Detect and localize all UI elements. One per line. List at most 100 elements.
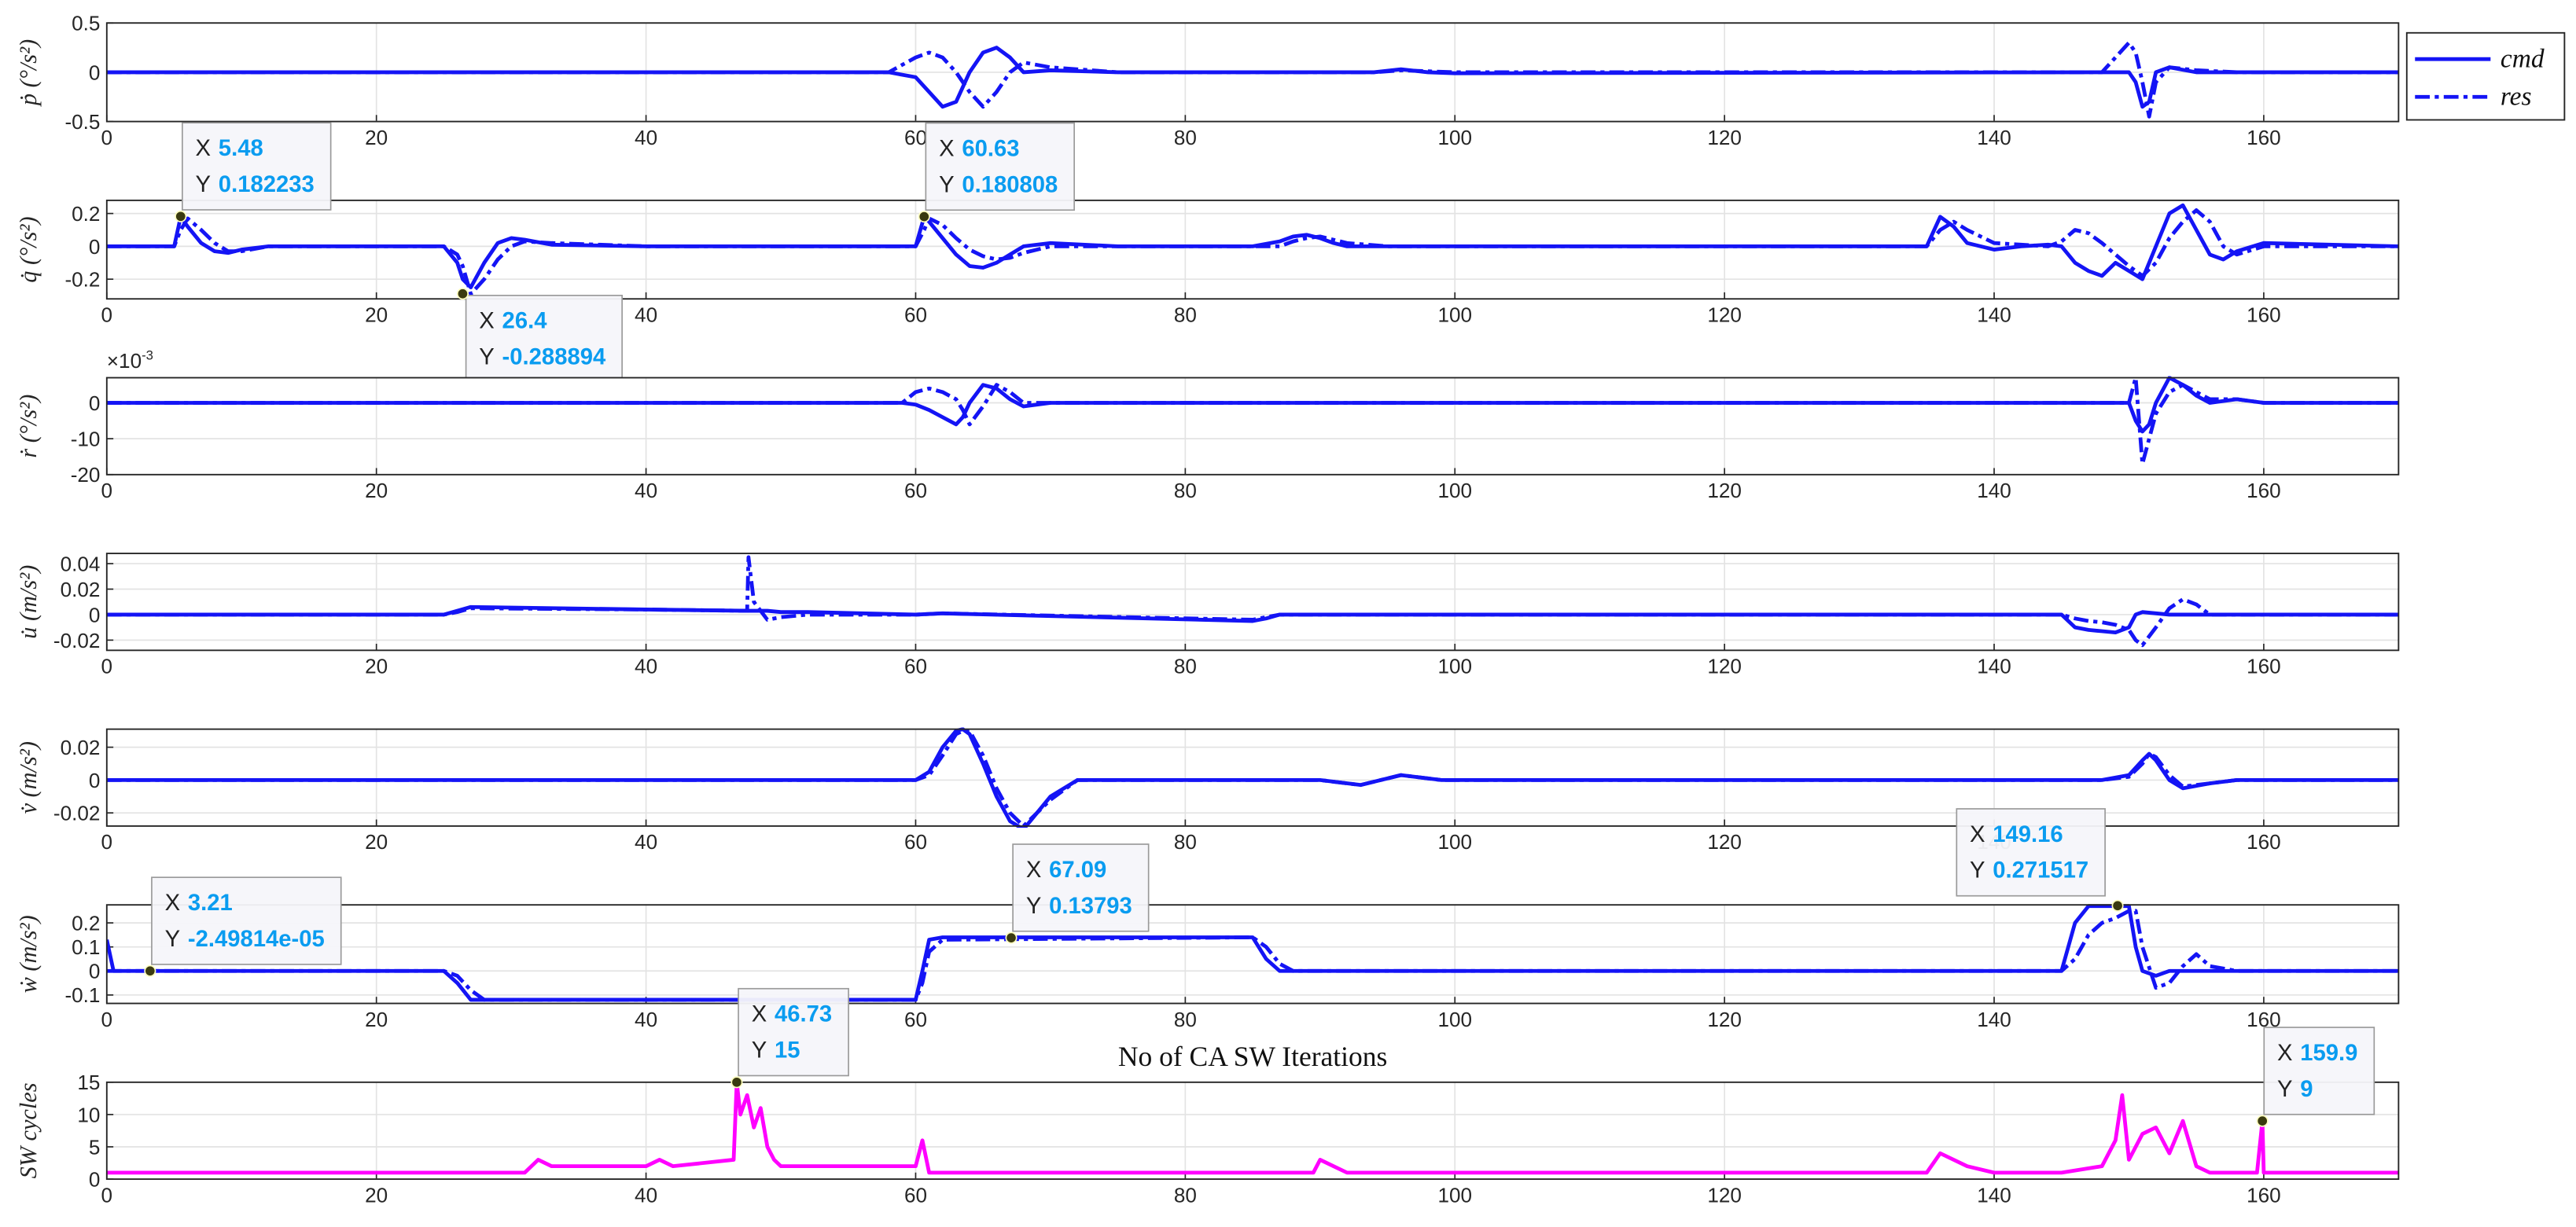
x-tick-label: 0 — [101, 303, 113, 326]
data-line — [106, 1080, 2399, 1175]
y-tick-label: 0.5 — [72, 12, 100, 35]
y-tick-label: 0 — [89, 960, 101, 983]
datatip-marker — [730, 1076, 743, 1089]
y-tick-label: 0.02 — [61, 736, 101, 759]
y-tick-label: 5 — [89, 1135, 101, 1159]
datatip-x-name: X — [1970, 822, 1985, 847]
y-axis-label: ẇ (m/s²) — [15, 915, 42, 993]
datatip-y-name: Y — [939, 172, 955, 197]
datatip-x-value: 46.73 — [775, 1002, 832, 1027]
datatip: X 3.21 Y -2.49814e-05 — [144, 876, 342, 977]
legend-label: cmd — [2501, 45, 2545, 74]
datatip-x-value: 60.63 — [962, 136, 1019, 161]
x-tick-label: 100 — [1437, 126, 1472, 149]
x-tick-label: 20 — [365, 479, 388, 502]
datatip-x-name: X — [752, 1002, 767, 1027]
x-tick-label: 0 — [101, 126, 113, 149]
datatip-marker — [2111, 899, 2124, 912]
x-tick-label: 20 — [365, 830, 388, 854]
x-tick-label: 120 — [1707, 126, 1742, 149]
datatip-x-name: X — [1026, 858, 1042, 883]
datatip-marker — [456, 288, 469, 300]
y-axis-label: SW cycles — [15, 1083, 42, 1179]
x-tick-label: 60 — [904, 655, 927, 678]
x-tick-label: 160 — [2247, 830, 2281, 854]
data-line — [106, 376, 2399, 466]
y-axis-label: v̇ (m/s²) — [15, 741, 42, 814]
datatip-y-value: 9 — [2300, 1077, 2313, 1102]
data-line — [106, 555, 2399, 648]
x-tick-label: 80 — [1174, 303, 1197, 326]
y-tick-label: -0.1 — [64, 983, 100, 1007]
plot-area — [106, 905, 2399, 1004]
datatip-y-name: Y — [1970, 858, 1985, 884]
y-tick-label: -0.02 — [53, 802, 101, 825]
y-tick-label: -0.2 — [64, 268, 100, 292]
y-tick-label: 0 — [89, 391, 101, 415]
x-tick-label: 80 — [1174, 1008, 1197, 1031]
axes-box — [105, 728, 2400, 827]
legend: cmd res — [2405, 31, 2566, 121]
datatip-x-name: X — [939, 136, 955, 161]
datatip-box — [1012, 843, 1150, 932]
datatip-y-name: Y — [196, 172, 212, 197]
datatip-y-name: Y — [2277, 1077, 2292, 1102]
datatip: X 26.4 Y -0.288894 — [456, 288, 623, 384]
axes-box — [105, 199, 2400, 300]
x-tick-label: 40 — [635, 655, 657, 678]
axes-box — [105, 1081, 2400, 1181]
x-tick-label: 20 — [365, 655, 388, 678]
datatip-y-name: Y — [752, 1038, 767, 1063]
y-tick-label: 0.2 — [72, 912, 100, 935]
x-tick-label: 80 — [1174, 1183, 1197, 1207]
y-tick-label: 0.04 — [61, 552, 101, 575]
plot-area — [106, 377, 2399, 475]
datatip-marker — [175, 210, 187, 222]
x-tick-label: 40 — [635, 830, 657, 854]
x-tick-label: 140 — [1977, 1183, 2011, 1207]
y-exponent-base: ×10 — [107, 349, 142, 373]
x-tick-label: 160 — [2247, 126, 2281, 149]
datatip: X 46.73 Y 15 — [730, 987, 849, 1089]
datatip-box — [151, 876, 342, 965]
datatip-marker — [1005, 931, 1018, 944]
y-tick-label: -20 — [71, 463, 101, 487]
x-tick-label: 0 — [101, 655, 113, 678]
datatip-y-value: 0.13793 — [1049, 894, 1132, 919]
datatip-y-value: 0.180808 — [962, 172, 1058, 197]
x-tick-label: 160 — [2247, 303, 2281, 326]
x-tick-label: 100 — [1437, 479, 1472, 502]
x-tick-label: 100 — [1437, 1183, 1472, 1207]
x-tick-label: 160 — [2247, 1183, 2281, 1207]
axes-box — [105, 377, 2400, 476]
x-tick-label: 60 — [904, 303, 927, 326]
y-tick-label: 0 — [89, 235, 101, 259]
legend-box — [2405, 31, 2566, 121]
x-tick-label: 160 — [2247, 479, 2281, 502]
y-tick-label: 0.1 — [72, 935, 100, 959]
x-tick-label: 60 — [904, 126, 927, 149]
x-tick-label: 40 — [635, 479, 657, 502]
datatip-y-name: Y — [165, 927, 181, 952]
datatip-x-value: 26.4 — [502, 309, 548, 334]
x-tick-label: 0 — [101, 479, 113, 502]
x-tick-label: 40 — [635, 303, 657, 326]
y-tick-label: 15 — [77, 1071, 100, 1094]
data-line — [106, 904, 2399, 1002]
x-tick-label: 20 — [365, 1008, 388, 1031]
y-tick-label: 0 — [89, 61, 101, 84]
x-tick-label: 120 — [1707, 830, 1742, 854]
x-tick-label: 80 — [1174, 126, 1197, 149]
axes-box — [105, 904, 2400, 1005]
datatip-marker — [918, 211, 930, 223]
chart-title: No of CA SW Iterations — [1118, 1041, 1387, 1072]
y-axis-label: u̇ (m/s²) — [15, 565, 42, 639]
y-exponent: ×10-3 — [107, 348, 153, 373]
datatip-y-value: 0.271517 — [1993, 858, 2088, 884]
x-tick-label: 80 — [1174, 479, 1197, 502]
x-tick-label: 0 — [101, 1008, 113, 1031]
legend-label: res — [2501, 83, 2532, 112]
x-tick-label: 40 — [635, 1183, 657, 1207]
datatip-x-name: X — [2277, 1041, 2292, 1066]
